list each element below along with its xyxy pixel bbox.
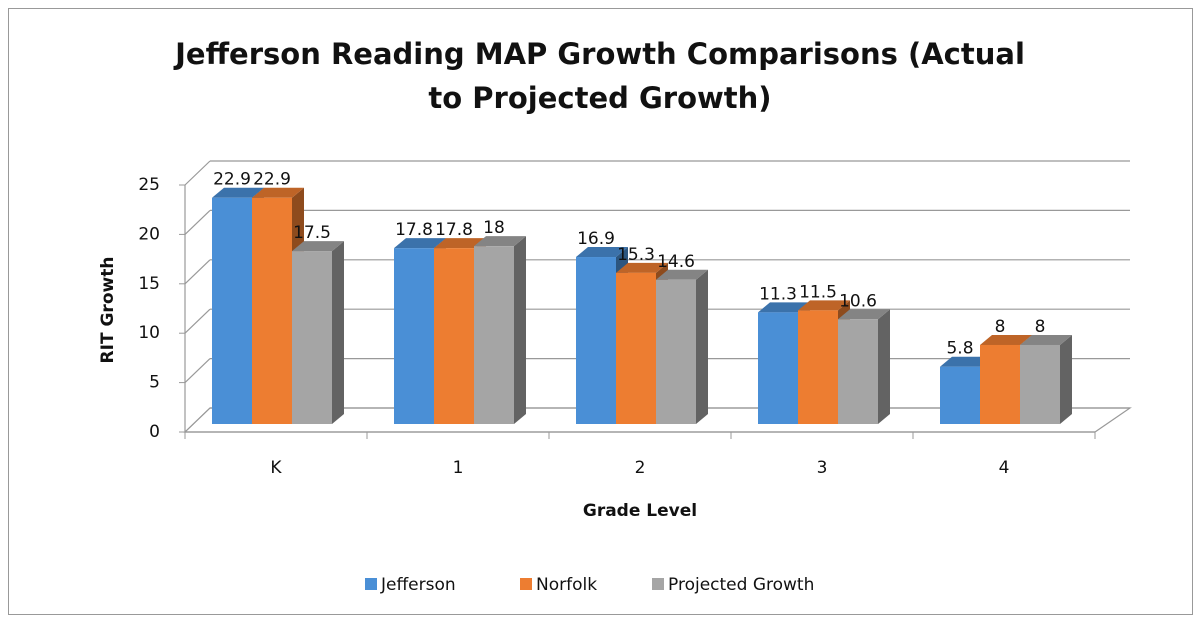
- y-tick-label: 25: [138, 175, 160, 195]
- y-tick-label: 15: [138, 274, 160, 294]
- bar-top: [212, 187, 264, 198]
- legend-label: Projected Growth: [668, 575, 814, 595]
- chart-title: Jefferson Reading MAP Growth Comparisons…: [175, 37, 1025, 115]
- bar-side: [878, 309, 890, 424]
- bar: [798, 310, 838, 424]
- bar: [616, 272, 656, 424]
- legend-swatch: [520, 578, 532, 590]
- legend-swatch: [652, 578, 664, 590]
- grid-line: [184, 160, 211, 186]
- y-tick-label: 0: [149, 422, 160, 442]
- grid-line: [184, 358, 211, 384]
- y-tick-label: 10: [138, 323, 160, 343]
- bar-top: [434, 238, 486, 249]
- bar: [394, 248, 434, 424]
- bar-top: [758, 302, 810, 313]
- bar-top: [838, 309, 890, 320]
- grid-line: [184, 308, 211, 334]
- bar: [576, 257, 616, 424]
- value-label: 17.5: [293, 223, 331, 243]
- value-label: 17.8: [435, 220, 473, 240]
- value-label: 10.6: [839, 291, 877, 311]
- legend-swatch: [365, 578, 377, 590]
- bar-side: [696, 269, 708, 424]
- bar: [252, 197, 292, 424]
- y-tick-label: 20: [138, 224, 160, 244]
- value-label: 14.6: [657, 252, 695, 272]
- x-tick-label: 4: [999, 458, 1010, 478]
- bar-top: [656, 269, 708, 280]
- bar-side: [514, 236, 526, 424]
- bar: [292, 251, 332, 424]
- bar: [758, 312, 798, 424]
- x-tick-label: 3: [817, 458, 828, 478]
- bar-top: [798, 300, 850, 311]
- bar-top: [1020, 334, 1072, 345]
- bar-top: [940, 356, 992, 367]
- bar-side: [1060, 334, 1072, 424]
- bar-top: [252, 187, 304, 198]
- bar-side: [332, 241, 344, 424]
- value-label: 11.3: [759, 284, 797, 304]
- bar-top: [576, 247, 628, 258]
- legend-label: Norfolk: [536, 575, 597, 595]
- bar-top: [292, 241, 344, 252]
- value-label: 15.3: [617, 245, 655, 265]
- legend-label: Jefferson: [380, 575, 456, 595]
- bar-top: [474, 236, 526, 247]
- value-label: 8: [1035, 317, 1046, 337]
- bar: [212, 197, 252, 424]
- value-label: 22.9: [213, 170, 251, 190]
- bar: [1020, 344, 1060, 424]
- x-tick-label: K: [270, 458, 282, 478]
- y-tick-label: 5: [149, 373, 160, 393]
- grid-line: [184, 259, 211, 285]
- value-label: 22.9: [253, 170, 291, 190]
- value-label: 8: [995, 317, 1006, 337]
- y-axis-title: RIT Growth: [98, 257, 118, 364]
- chart-frame: [8, 8, 1193, 615]
- bar-top: [980, 334, 1032, 345]
- x-tick-label: 2: [635, 458, 646, 478]
- value-label: 5.8: [946, 339, 973, 359]
- bar-top: [394, 238, 446, 249]
- bar-top: [616, 262, 668, 273]
- grid-line: [184, 209, 211, 235]
- value-label: 18: [483, 218, 505, 238]
- bar: [434, 248, 474, 424]
- bar: [656, 279, 696, 424]
- value-label: 16.9: [577, 229, 615, 249]
- grid-line: [184, 407, 211, 433]
- x-axis-title: Grade Level: [583, 501, 697, 521]
- bar: [940, 366, 980, 424]
- x-tick-label: 1: [453, 458, 464, 478]
- bar: [980, 344, 1020, 424]
- bar: [838, 319, 878, 424]
- bar: [474, 246, 514, 424]
- value-label: 17.8: [395, 220, 433, 240]
- value-label: 11.5: [799, 282, 837, 302]
